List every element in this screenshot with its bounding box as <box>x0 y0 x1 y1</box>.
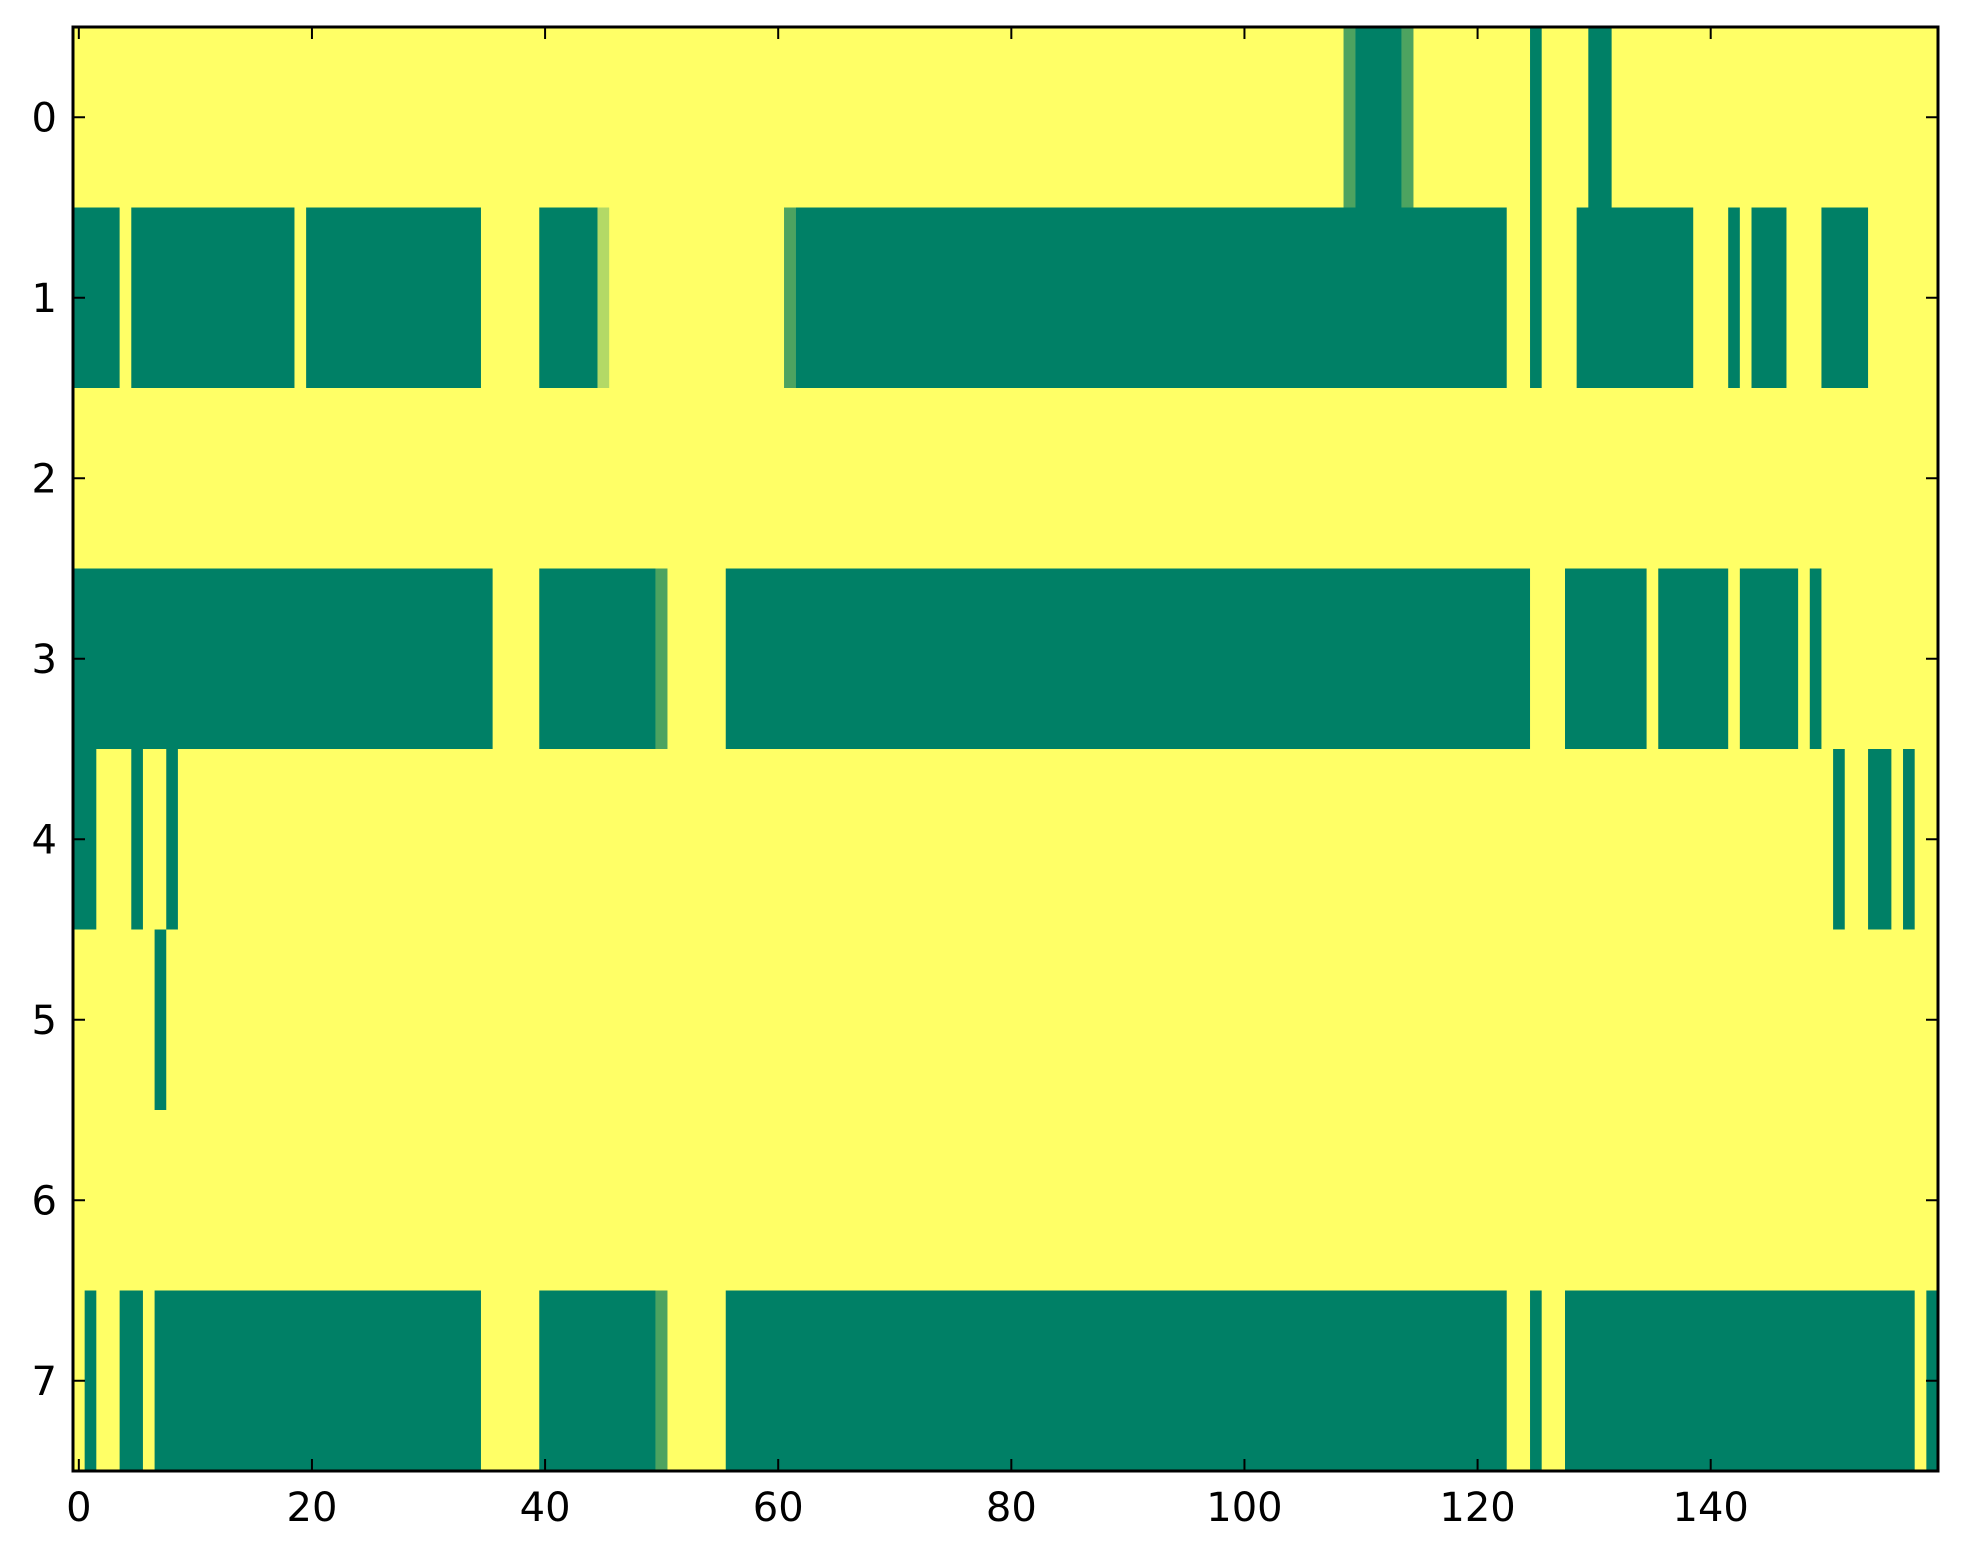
heatmap-cell-run <box>1809 568 1822 749</box>
heatmap-cell-run <box>84 1290 97 1471</box>
heatmap-cell-run <box>1355 27 1402 208</box>
heatmap-cell-run <box>154 1290 481 1471</box>
heatmap-cell-run <box>1903 749 1915 930</box>
heatmap-cell-run <box>725 1290 1507 1471</box>
heatmap-cells <box>73 27 1938 1471</box>
heatmap-cell-run <box>655 568 668 749</box>
heatmap-cell-run <box>1565 568 1647 749</box>
heatmap-cell-run <box>154 929 167 1110</box>
heatmap-cell-run <box>1576 207 1694 388</box>
heatmap-cell-run <box>1868 749 1892 930</box>
heatmap-cell-run <box>655 1290 668 1471</box>
heatmap-cell-run <box>1343 27 1356 208</box>
y-tick-label: 0 <box>32 95 57 141</box>
x-tick-label: 60 <box>753 1485 804 1531</box>
y-tick-label: 6 <box>32 1178 57 1224</box>
heatmap-cell-run <box>131 207 295 388</box>
heatmap-cell-run <box>1530 27 1542 208</box>
x-tick-label: 100 <box>1206 1485 1282 1531</box>
heatmap-cell-run <box>1658 568 1729 749</box>
heatmap-cell-run <box>1751 207 1787 388</box>
heatmap-cell-run <box>306 207 481 388</box>
heatmap-cell-run <box>1728 207 1740 388</box>
heatmap-cell-run <box>1401 27 1414 208</box>
heatmap-cell-run <box>131 749 143 930</box>
heatmap-cell-run <box>795 207 1507 388</box>
x-tick-label: 40 <box>520 1485 571 1531</box>
heatmap-cell-run <box>1739 568 1799 749</box>
heatmap-cell-run <box>1588 27 1612 208</box>
x-tick-label: 120 <box>1439 1485 1515 1531</box>
heatmap-cell-run <box>1821 207 1869 388</box>
y-tick-label: 7 <box>32 1359 57 1405</box>
axis-tick-labels: 0 20 40 60 80 100 120 140 0 1 2 3 4 5 6 7 <box>32 95 1749 1531</box>
x-tick-label: 20 <box>287 1485 338 1531</box>
heatmap-cell-run <box>1530 207 1542 388</box>
heatmap-cell-run <box>166 749 178 930</box>
heatmap-cell-run <box>1833 749 1845 930</box>
heatmap-cell-run <box>539 568 656 749</box>
y-tick-label: 5 <box>32 998 57 1044</box>
x-tick-label: 80 <box>986 1485 1037 1531</box>
heatmap-cell-run <box>73 568 493 749</box>
x-tick-label: 140 <box>1673 1485 1749 1531</box>
x-tick-label: 0 <box>66 1485 91 1531</box>
y-tick-label: 4 <box>32 817 57 863</box>
plot-area <box>73 27 1938 1471</box>
heatmap-cell-run <box>784 207 796 388</box>
heatmap-cell-run <box>539 207 598 388</box>
heatmap-cell-run <box>597 207 610 388</box>
heatmap-cell-run <box>1565 1290 1915 1471</box>
heatmap-cell-run <box>1530 1290 1542 1471</box>
heatmap-cell-run <box>119 1290 143 1471</box>
plot-frame <box>71 25 1940 1473</box>
y-tick-label: 3 <box>32 637 57 683</box>
axis-ticks <box>73 27 1938 1471</box>
heatmap-cell-run <box>539 1290 656 1471</box>
heatmap-cell-run <box>725 568 1531 749</box>
y-tick-label: 2 <box>32 456 57 502</box>
y-tick-label: 1 <box>32 276 57 322</box>
